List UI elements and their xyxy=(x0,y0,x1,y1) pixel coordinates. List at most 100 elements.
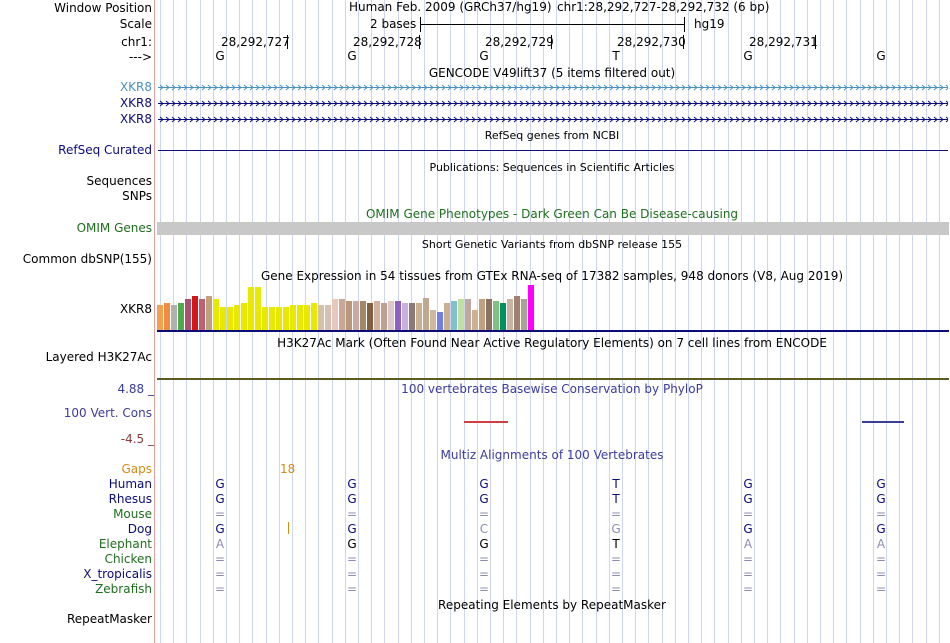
gtex-tissue-bar[interactable] xyxy=(458,299,464,330)
gencode-gene-feature[interactable] xyxy=(158,96,948,111)
guideline xyxy=(569,0,570,643)
publications-track-title[interactable]: Publications: Sequences in Scientific Ar… xyxy=(429,161,675,174)
gencode-gene-feature[interactable] xyxy=(158,80,948,95)
gtex-tissue-bar[interactable] xyxy=(500,303,506,330)
species-label[interactable]: Human xyxy=(108,477,152,491)
gtex-tissue-bar[interactable] xyxy=(367,303,373,330)
gtex-tissue-bar[interactable] xyxy=(255,287,261,330)
cons-track-label[interactable]: 100 Vert. Cons xyxy=(63,406,152,420)
gtex-tissue-bar[interactable] xyxy=(339,299,345,330)
gtex-tissue-bar[interactable] xyxy=(325,305,331,330)
cons-track-title[interactable]: 100 vertebrates Basewise Conservation by… xyxy=(401,382,703,396)
gtex-tissue-bar[interactable] xyxy=(346,301,352,330)
guideline xyxy=(609,0,610,643)
gtex-tissue-bar[interactable] xyxy=(304,305,310,330)
gtex-tissue-bar[interactable] xyxy=(465,299,471,330)
gtex-tissue-bar[interactable] xyxy=(297,305,303,330)
gtex-tissue-bar[interactable] xyxy=(381,303,387,330)
dbsnp-track-title[interactable]: Short Genetic Variants from dbSNP releas… xyxy=(421,238,683,251)
gtex-tissue-bar[interactable] xyxy=(248,287,254,330)
refseq-gene-line[interactable] xyxy=(158,150,948,151)
gtex-tissue-bar[interactable] xyxy=(171,305,177,330)
omim-phenotype-bar[interactable] xyxy=(157,222,949,235)
gtex-track-title[interactable]: Gene Expression in 54 tissues from GTEx … xyxy=(260,269,844,283)
gtex-tissue-bar[interactable] xyxy=(157,305,163,330)
h3k27ac-track-title[interactable]: H3K27Ac Mark (Often Found Near Active Re… xyxy=(277,336,827,350)
species-label[interactable]: Zebrafish xyxy=(95,582,152,596)
gtex-tissue-bar[interactable] xyxy=(416,303,422,330)
assembly-title[interactable]: Human Feb. 2009 (GRCh37/hg19) xyxy=(349,0,552,14)
aligned-base: = xyxy=(875,582,887,596)
gtex-tissue-bar[interactable] xyxy=(199,299,205,330)
repeatmasker-track-title[interactable]: Repeating Elements by RepeatMasker xyxy=(438,598,666,612)
gencode-gene-label[interactable]: XKR8 xyxy=(119,96,152,110)
gtex-tissue-bar[interactable] xyxy=(234,305,240,330)
gtex-tissue-bar[interactable] xyxy=(423,298,429,330)
gtex-tissue-bar[interactable] xyxy=(213,299,219,330)
gtex-tissue-bar[interactable] xyxy=(486,299,492,330)
gtex-tissue-bar[interactable] xyxy=(269,307,275,330)
gtex-tissue-bar[interactable] xyxy=(185,299,191,330)
gtex-tissue-bar[interactable] xyxy=(507,299,513,330)
repeatmasker-track-label[interactable]: RepeatMasker xyxy=(66,612,152,626)
cons-min-label: -4.5 _ xyxy=(120,432,154,446)
gtex-tissue-bar[interactable] xyxy=(528,285,534,330)
h3k27ac-track-label[interactable]: Layered H3K27Ac xyxy=(45,350,152,364)
refseq-track-title[interactable]: RefSeq genes from NCBI xyxy=(484,129,620,142)
publications-label-snps[interactable]: SNPs xyxy=(122,189,152,203)
gtex-track-label[interactable]: XKR8 xyxy=(119,302,152,316)
gtex-tissue-bar[interactable] xyxy=(493,301,499,330)
gtex-tissue-bar[interactable] xyxy=(241,303,247,330)
gtex-tissue-bar[interactable] xyxy=(374,301,380,330)
window-position-label: Window Position xyxy=(54,1,152,15)
species-label[interactable]: X_tropicalis xyxy=(83,567,152,581)
gtex-tissue-bar[interactable] xyxy=(451,301,457,330)
gtex-tissue-bar[interactable] xyxy=(437,312,443,330)
gtex-tissue-bar[interactable] xyxy=(430,310,436,330)
gtex-tissue-bar[interactable] xyxy=(220,307,226,330)
gtex-tissue-bar[interactable] xyxy=(290,305,296,330)
gencode-gene-label[interactable]: XKR8 xyxy=(119,80,152,94)
species-label[interactable]: Rhesus xyxy=(108,492,152,506)
gtex-tissue-bar[interactable] xyxy=(178,303,184,330)
species-label[interactable]: Elephant xyxy=(98,537,152,551)
gtex-tissue-bar[interactable] xyxy=(388,301,394,330)
gtex-tissue-bar[interactable] xyxy=(479,299,485,330)
gtex-tissue-bar[interactable] xyxy=(409,303,415,330)
guideline xyxy=(226,0,227,643)
omim-track-title[interactable]: OMIM Gene Phenotypes - Dark Green Can Be… xyxy=(365,207,739,221)
aligned-base: G xyxy=(347,537,357,551)
gtex-tissue-bar[interactable] xyxy=(318,305,324,330)
gencode-gene-feature[interactable] xyxy=(158,112,948,127)
species-label[interactable]: Dog xyxy=(127,522,152,536)
species-label[interactable]: Chicken xyxy=(104,552,152,566)
gtex-tissue-bar[interactable] xyxy=(311,303,317,330)
gtex-tissue-bar[interactable] xyxy=(402,303,408,330)
gtex-tissue-bar[interactable] xyxy=(521,299,527,330)
gtex-tissue-bar[interactable] xyxy=(360,301,366,330)
gtex-tissue-bar[interactable] xyxy=(514,296,520,330)
gtex-tissue-bar[interactable] xyxy=(262,307,268,330)
gtex-tissue-bar[interactable] xyxy=(164,303,170,330)
refseq-track-label[interactable]: RefSeq Curated xyxy=(58,143,152,157)
multiz-track-title[interactable]: Multiz Alignments of 100 Vertebrates xyxy=(440,448,664,462)
publications-label-sequences[interactable]: Sequences xyxy=(86,174,152,188)
species-label[interactable]: Mouse xyxy=(113,507,152,521)
gtex-tissue-bar[interactable] xyxy=(227,307,233,330)
gtex-tissue-bar[interactable] xyxy=(332,299,338,330)
scale-text: 2 bases xyxy=(370,17,417,31)
dbsnp-track-label[interactable]: Common dbSNP(155) xyxy=(22,252,152,266)
gencode-gene-label[interactable]: XKR8 xyxy=(119,112,152,126)
omim-track-label[interactable]: OMIM Genes xyxy=(76,221,152,235)
gtex-tissue-bar[interactable] xyxy=(192,296,198,330)
gtex-tissue-bar[interactable] xyxy=(472,310,478,330)
gtex-tissue-bar[interactable] xyxy=(353,301,359,330)
gtex-tissue-bar[interactable] xyxy=(395,301,401,330)
gtex-tissue-bar[interactable] xyxy=(276,307,282,330)
gtex-tissue-bar[interactable] xyxy=(283,307,289,330)
gtex-tissue-bar[interactable] xyxy=(206,296,212,330)
gtex-bar-chart[interactable] xyxy=(157,285,537,330)
gencode-track-title[interactable]: GENCODE V49lift37 (5 items filtered out) xyxy=(428,66,676,80)
h3k27ac-signal-line xyxy=(157,378,949,380)
gtex-tissue-bar[interactable] xyxy=(444,303,450,330)
